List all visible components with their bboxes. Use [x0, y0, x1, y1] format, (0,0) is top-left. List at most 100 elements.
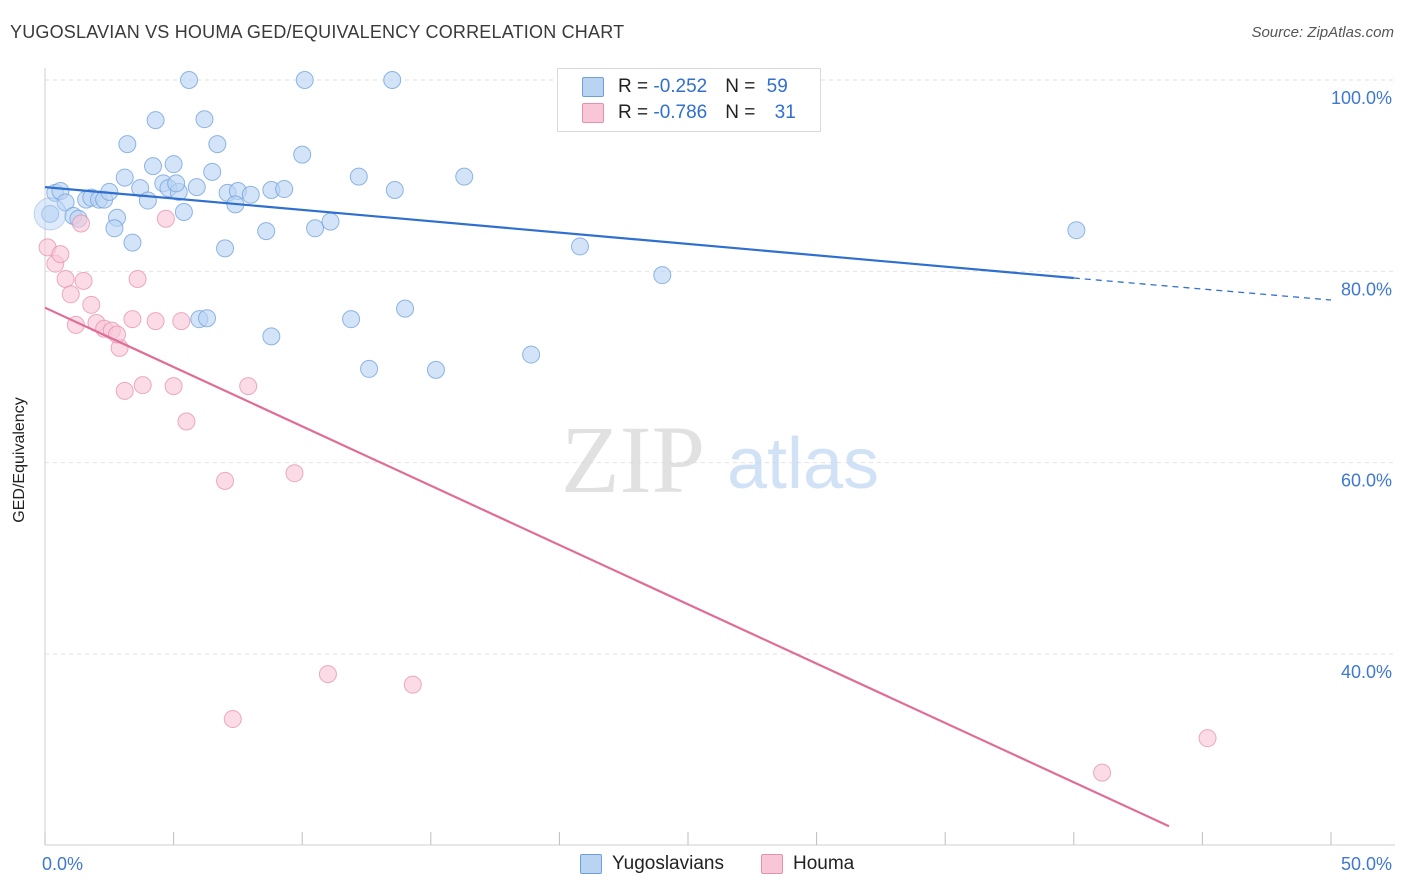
yugoslavian-point: [198, 309, 217, 328]
houma-point: [285, 464, 304, 483]
source-label: Source: ZipAtlas.com: [1251, 24, 1394, 41]
yugoslavian-point: [203, 162, 222, 181]
pink-swatch-icon: [761, 854, 783, 874]
yugoslavian-point: [138, 191, 157, 210]
x-tick-label: 50.0%: [1341, 854, 1392, 874]
houma-point: [74, 271, 93, 290]
houma-point: [82, 295, 101, 314]
blue-swatch-icon: [580, 854, 602, 874]
yugoslavian-point: [208, 135, 227, 154]
yugoslavian-point: [360, 359, 379, 378]
yugoslavian-point: [174, 203, 193, 222]
houma-point: [1198, 729, 1217, 748]
yugoslavian-point: [187, 178, 206, 197]
series-name: Yugoslavians: [612, 853, 724, 874]
r-label: R =: [618, 102, 654, 123]
series-legend-yugoslavians: Yugoslavians: [580, 852, 724, 876]
y-axis-label: GED/Equivalency: [11, 397, 28, 523]
houma-point: [318, 665, 337, 684]
yugoslavian-point: [570, 237, 589, 256]
yugoslavian-point: [383, 71, 402, 89]
yugoslavian-point: [144, 157, 163, 176]
yugoslavian-point: [426, 360, 445, 379]
yugoslavian-point: [275, 180, 294, 199]
yugoslavian-point: [164, 155, 183, 174]
yugoslavian-point: [321, 212, 340, 231]
legend-row-houma: R = -0.786 N = 31: [582, 100, 796, 126]
yugoslavian-point: [653, 266, 672, 285]
yugoslavian-point: [342, 310, 361, 329]
houma-point: [403, 675, 422, 694]
chart-title: YUGOSLAVIAN VS HOUMA GED/EQUIVALENCY COR…: [10, 22, 625, 42]
series-legend-houma: Houma: [761, 852, 854, 876]
yugoslavian-point: [33, 197, 67, 231]
yugoslavian-point: [262, 327, 281, 346]
legend-row-yugoslavians: R = -0.252 N = 59: [582, 74, 788, 100]
y-tick-label: 80.0%: [1341, 279, 1392, 299]
r-label: R =: [618, 76, 654, 97]
yugoslavian-point: [56, 193, 75, 212]
y-tick-label: 60.0%: [1341, 471, 1392, 491]
watermark-zip: ZIP: [561, 406, 705, 513]
n-label: N =: [725, 102, 761, 123]
houma-point: [115, 381, 134, 400]
yugoslavian-point: [180, 71, 199, 89]
yugoslavian-point: [522, 345, 541, 364]
x-tick-label: 0.0%: [42, 854, 83, 874]
n-value: 31: [774, 102, 796, 123]
series-name: Houma: [793, 853, 855, 874]
houma-trend-line: [44, 306, 1170, 828]
houma-point: [51, 245, 70, 264]
yugoslavian-trend-extension: [1073, 277, 1332, 301]
yugoslavian-trend-line: [44, 186, 1074, 280]
axes: [44, 68, 1395, 846]
yugoslavian-point: [146, 111, 165, 130]
houma-point: [133, 376, 152, 395]
yugoslavian-point: [306, 219, 325, 238]
yugoslavian-point: [115, 168, 134, 187]
houma-point: [164, 377, 183, 396]
yugoslavian-point: [1067, 221, 1086, 240]
yugoslavian-point: [295, 71, 314, 89]
r-value: -0.252: [653, 76, 708, 97]
correlation-legend: R = -0.252 N = 59 R = -0.786 N = 31: [557, 68, 821, 132]
houma-point: [146, 312, 165, 331]
tick-labels: 100.0% 80.0% 60.0% 40.0% 0.0% 50.0%: [42, 88, 1392, 874]
blue-swatch-icon: [582, 77, 604, 97]
houma-point: [172, 312, 191, 331]
yugoslavian-point: [41, 204, 60, 223]
houma-point: [61, 285, 80, 304]
yugoslavian-point: [118, 135, 137, 154]
yugoslavian-point: [195, 110, 214, 129]
pink-swatch-icon: [582, 103, 604, 123]
watermark-atlas: atlas: [727, 424, 879, 504]
yugoslavian-point: [167, 174, 186, 193]
n-value: 59: [766, 76, 788, 97]
yugoslavian-point: [241, 185, 260, 204]
houma-point: [239, 377, 258, 396]
yugoslavian-point: [293, 145, 312, 164]
houma-point: [156, 209, 175, 228]
houma-point: [177, 412, 196, 431]
trend-lines: [44, 186, 1332, 828]
yugoslavian-point: [105, 219, 124, 238]
yugoslavian-point: [257, 222, 276, 241]
yugoslavian-point: [349, 167, 368, 186]
houma-point: [223, 710, 242, 729]
houma-point: [128, 269, 147, 288]
yugoslavian-point: [396, 299, 415, 318]
y-tick-label: 40.0%: [1341, 662, 1392, 682]
houma-point: [1093, 763, 1112, 782]
houma-point: [56, 269, 75, 288]
yugoslavian-point: [216, 239, 235, 258]
yugoslavian-point: [123, 233, 142, 252]
houma-point: [72, 214, 91, 233]
houma-point: [123, 310, 142, 329]
houma-point: [216, 471, 235, 490]
yugoslavian-point: [455, 167, 474, 186]
gridlines: [45, 79, 1395, 655]
n-label: N =: [725, 76, 761, 97]
y-tick-label: 100.0%: [1331, 88, 1392, 108]
r-value: -0.786: [653, 102, 708, 123]
